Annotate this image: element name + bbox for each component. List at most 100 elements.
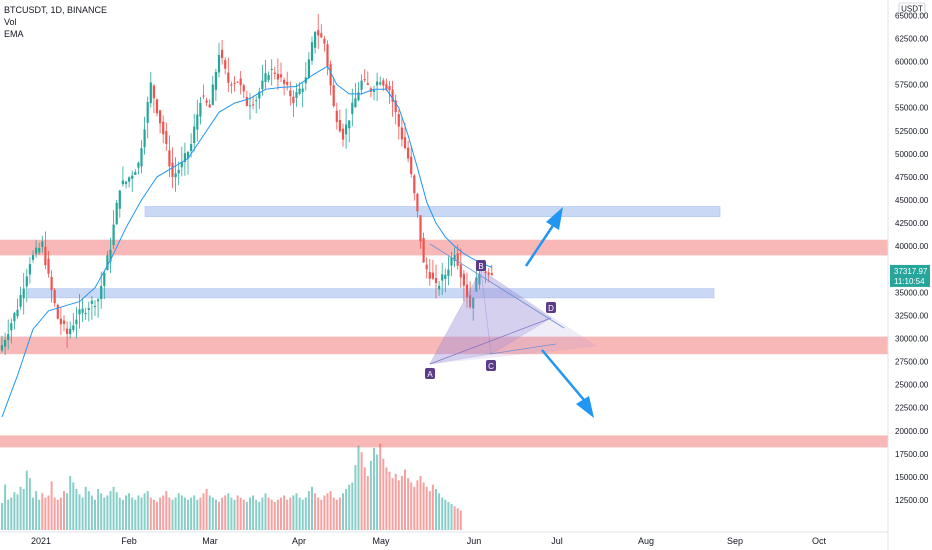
candle-body[interactable]	[72, 325, 75, 330]
candle-body[interactable]	[62, 320, 66, 325]
candle-body[interactable]	[230, 84, 233, 86]
candle-body[interactable]	[236, 81, 239, 83]
candle-body[interactable]	[326, 44, 329, 67]
candle-body[interactable]	[224, 60, 227, 69]
candle-body[interactable]	[31, 255, 35, 260]
candle-body[interactable]	[128, 177, 131, 182]
pattern-point-b[interactable]	[476, 260, 486, 271]
resistance-zone-2[interactable]	[0, 435, 888, 448]
candle-body[interactable]	[193, 126, 196, 144]
candle-body[interactable]	[469, 295, 472, 308]
candle-body[interactable]	[434, 277, 438, 283]
candle-body[interactable]	[462, 273, 465, 286]
support-zone-3[interactable]	[144, 206, 721, 217]
candle-body[interactable]	[447, 269, 450, 276]
candle-body[interactable]	[168, 150, 171, 167]
candle-body[interactable]	[264, 73, 267, 82]
candle-body[interactable]	[214, 71, 217, 90]
candle-body[interactable]	[341, 128, 345, 140]
candle-body[interactable]	[245, 97, 248, 106]
candle-body[interactable]	[208, 104, 211, 108]
candle-body[interactable]	[354, 98, 357, 108]
candle-body[interactable]	[391, 89, 394, 102]
candle-body[interactable]	[444, 274, 447, 280]
candle-body[interactable]	[38, 248, 41, 253]
candle-body[interactable]	[425, 264, 428, 270]
candle-body[interactable]	[134, 172, 137, 176]
pattern-point-c[interactable]	[486, 360, 496, 371]
candle-body[interactable]	[360, 80, 363, 90]
candle-body[interactable]	[438, 285, 441, 290]
candle-body[interactable]	[227, 72, 230, 83]
candle-body[interactable]	[450, 257, 453, 266]
candle-body[interactable]	[258, 91, 261, 99]
candle-body[interactable]	[428, 272, 431, 279]
candle-body[interactable]	[162, 121, 165, 135]
candle-body[interactable]	[453, 254, 456, 261]
candle-body[interactable]	[69, 328, 72, 335]
candle-body[interactable]	[382, 80, 385, 86]
candle-body[interactable]	[190, 144, 193, 152]
candle-body[interactable]	[10, 323, 13, 331]
symbol-title[interactable]: BTCUSDT, 1D, BINANCE	[4, 5, 108, 15]
candle-body[interactable]	[56, 304, 59, 319]
candle-body[interactable]	[118, 190, 121, 209]
candle-body[interactable]	[379, 82, 382, 85]
candle-body[interactable]	[25, 276, 28, 287]
pattern-point-a[interactable]	[425, 368, 435, 379]
bearish-arrow-shaft[interactable]	[541, 349, 585, 401]
candle-body[interactable]	[84, 313, 87, 315]
candle-body[interactable]	[47, 258, 50, 274]
resistance-zone-0[interactable]	[0, 239, 888, 256]
candle-body[interactable]	[131, 175, 134, 179]
resistance-zone-1[interactable]	[0, 336, 888, 355]
candle-body[interactable]	[314, 31, 317, 48]
candle-body[interactable]	[112, 224, 115, 246]
candle-body[interactable]	[348, 120, 351, 129]
candle-body[interactable]	[376, 81, 379, 86]
candle-body[interactable]	[239, 78, 242, 86]
candle-body[interactable]	[4, 339, 7, 347]
candle-body[interactable]	[196, 114, 199, 130]
candle-body[interactable]	[199, 103, 202, 117]
candle-body[interactable]	[419, 215, 422, 242]
candle-body[interactable]	[41, 241, 44, 247]
candle-body[interactable]	[270, 68, 273, 70]
candle-body[interactable]	[35, 247, 38, 254]
pattern-wedge[interactable]	[429, 269, 597, 365]
candle-body[interactable]	[338, 119, 341, 132]
candle-body[interactable]	[286, 81, 289, 85]
candle-body[interactable]	[407, 147, 410, 159]
currency-badge[interactable]	[898, 2, 926, 15]
projection-arrows[interactable]	[524, 207, 594, 418]
candle-body[interactable]	[174, 173, 177, 178]
candle-body[interactable]	[19, 294, 22, 307]
candle-body[interactable]	[413, 175, 416, 194]
candle-body[interactable]	[484, 271, 487, 273]
candle-body[interactable]	[155, 99, 159, 114]
candle-body[interactable]	[149, 82, 152, 104]
candle-body[interactable]	[295, 92, 298, 98]
candle-body[interactable]	[221, 49, 224, 59]
candle-body[interactable]	[28, 264, 31, 275]
candle-body[interactable]	[233, 82, 236, 84]
candle-body[interactable]	[183, 153, 186, 162]
candle-body[interactable]	[273, 72, 276, 75]
bullish-arrow-head[interactable]	[546, 207, 563, 230]
candle-body[interactable]	[283, 79, 286, 84]
candle-body[interactable]	[7, 334, 10, 340]
candle-body[interactable]	[87, 308, 90, 310]
price-axis[interactable]: USDT67500.0065000.0062500.0060000.005750…	[887, 0, 929, 550]
candle-body[interactable]	[410, 156, 413, 175]
candle-body[interactable]	[431, 272, 434, 279]
candle-body[interactable]	[177, 169, 180, 174]
candle-body[interactable]	[53, 290, 56, 304]
candle-body[interactable]	[90, 300, 93, 304]
candle-body[interactable]	[323, 38, 326, 44]
candle-body[interactable]	[298, 88, 301, 94]
candle-body[interactable]	[121, 180, 124, 185]
candle-body[interactable]	[279, 74, 283, 78]
candle-body[interactable]	[103, 272, 106, 286]
candle-body[interactable]	[475, 277, 478, 292]
candle-body[interactable]	[289, 90, 292, 97]
